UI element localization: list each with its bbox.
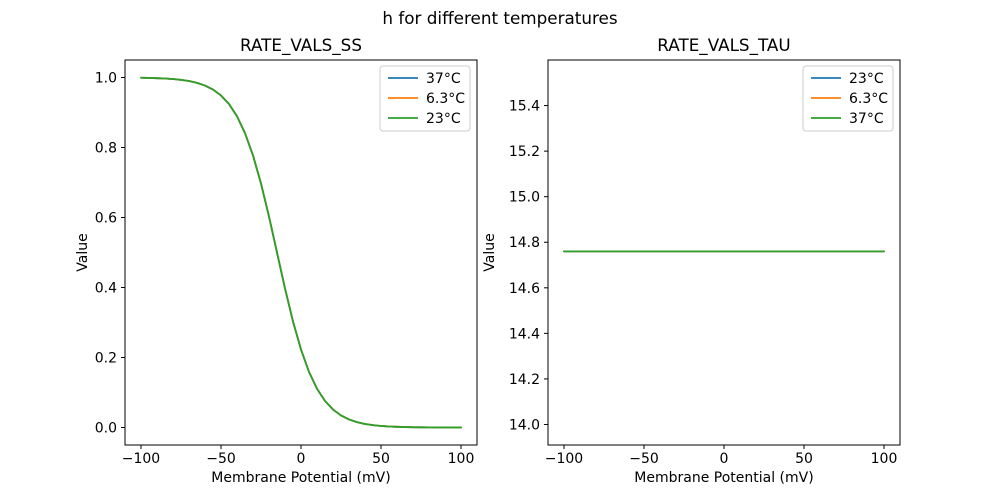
- y-tick-label: 1.0: [95, 71, 117, 87]
- legend-box: [379, 65, 471, 132]
- x-tick-label: 50: [795, 451, 813, 467]
- x-axis-label: Membrane Potential (mV): [211, 470, 390, 486]
- y-tick-label: 15.4: [509, 99, 540, 115]
- y-tick-label: 14.6: [509, 281, 540, 297]
- x-tick-label: 100: [448, 451, 475, 467]
- y-tick-label: 15.0: [509, 190, 540, 206]
- axes-title: RATE_VALS_TAU: [657, 35, 790, 56]
- y-tick-label: 15.2: [509, 144, 540, 160]
- y-axis-label: Value: [482, 233, 498, 271]
- legend-entry-label: 6.3°C: [849, 91, 888, 107]
- legend: 37°C 6.3°C 23°C: [379, 65, 471, 132]
- x-tick-label: 50: [372, 451, 390, 467]
- x-axis-label: Membrane Potential (mV): [634, 470, 813, 486]
- subplot-tau: −100 −50 0 50 100 14.0 14.2 14.4 14.6 14.8 15.0 15.…: [482, 35, 901, 486]
- x-tick-label: 0: [297, 451, 306, 467]
- y-tick-label: 14.4: [509, 326, 540, 342]
- x-tick-label: 0: [720, 451, 729, 467]
- legend: 23°C 6.3°C 37°C: [802, 65, 894, 132]
- y-tick-label: 0.0: [95, 421, 117, 437]
- x-tick-label: −50: [206, 451, 236, 467]
- y-tick-label: 0.8: [95, 141, 117, 157]
- y-tick-label: 0.4: [95, 281, 117, 297]
- axes-title: RATE_VALS_SS: [240, 35, 362, 56]
- y-tick-label: 14.2: [509, 372, 540, 388]
- y-tick-label: 14.0: [509, 417, 540, 433]
- legend-entry-label: 37°C: [849, 111, 884, 127]
- y-axis-label: Value: [75, 233, 91, 271]
- legend-entry-label: 6.3°C: [426, 91, 465, 107]
- y-tick-label: 0.6: [95, 211, 117, 227]
- legend-entry-label: 23°C: [426, 111, 461, 127]
- x-tick-label: −50: [629, 451, 659, 467]
- series-line-23C: [140, 76, 462, 429]
- x-tick-label: −100: [545, 451, 583, 467]
- legend-box: [802, 65, 894, 132]
- y-tick-label: 14.8: [509, 235, 540, 251]
- x-tick-label: −100: [122, 451, 160, 467]
- y-tick-label: 0.2: [95, 351, 117, 367]
- x-tick-label: 100: [871, 451, 898, 467]
- legend-entry-label: 23°C: [849, 71, 884, 87]
- figure-suptitle: h for different temperatures: [382, 8, 618, 28]
- subplot-ss: −100 −50 0 50 100 0.0 0.2 0.4 0.6 0.8 1.0 RATE_VALS…: [75, 35, 478, 486]
- legend-entry-label: 37°C: [426, 71, 461, 87]
